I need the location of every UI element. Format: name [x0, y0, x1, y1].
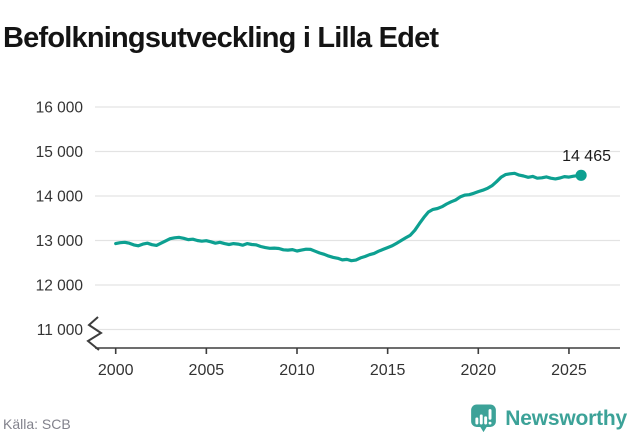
last-value-dot: [575, 169, 587, 181]
last-value-label: 14 465: [562, 148, 611, 165]
x-tick-label: 2005: [189, 362, 225, 379]
y-tick-label: 13 000: [36, 233, 84, 250]
axis-break-icon: [86, 316, 103, 351]
y-tick-label: 16 000: [36, 100, 84, 117]
x-tick-label: 2015: [370, 362, 406, 379]
brand-name: Newsworthy: [505, 406, 627, 430]
y-tick-label: 14 000: [36, 189, 84, 206]
source-attribution: Källa: SCB: [3, 416, 71, 432]
y-tick-label: 12 000: [36, 278, 84, 295]
x-tick-label: 2025: [551, 362, 587, 379]
page-title: Befolkningsutveckling i Lilla Edet: [3, 22, 439, 55]
x-tick-label: 2020: [461, 362, 497, 379]
newsworthy-logo: Newsworthy: [470, 403, 627, 434]
x-tick-label: 2000: [98, 362, 134, 379]
bar-chart-bubble-icon: [471, 404, 497, 433]
x-tick-label: 2010: [279, 362, 315, 379]
population-line: [114, 171, 583, 263]
y-tick-label: 15 000: [36, 144, 84, 161]
y-tick-label: 11 000: [37, 322, 84, 339]
